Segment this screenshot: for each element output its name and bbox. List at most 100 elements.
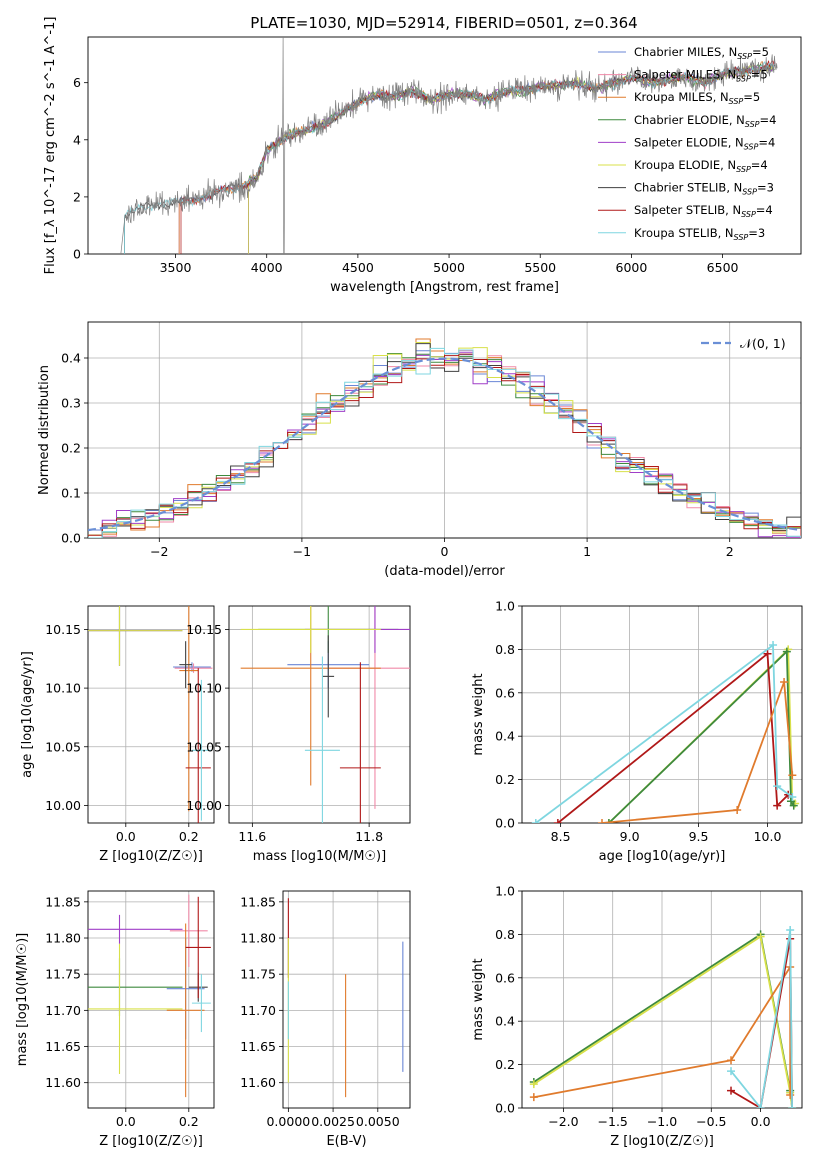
mass-vs-metallicity-panel: 0.0 0.2 11.60 11.65 11.70 11.75 11.80 11.85 Z [l… xyxy=(15,890,215,1149)
y-tick-label: 11.60 xyxy=(45,1075,81,1090)
x-tick-label: 0.2 xyxy=(179,1114,199,1129)
y-tick-label: 2 xyxy=(73,189,81,204)
x-tick-label: −1 xyxy=(293,544,311,559)
y-tick-label: 10.05 xyxy=(45,739,81,754)
y-tick-label: 10.10 xyxy=(186,681,222,696)
y-tick-label: 0.8 xyxy=(495,927,515,942)
y-tick-label: 11.80 xyxy=(45,931,81,946)
y-tick-label: 10.15 xyxy=(186,622,222,637)
x-tick-label: 6500 xyxy=(707,260,739,275)
y-tick-label: 11.85 xyxy=(240,894,276,909)
y-tick-label: 10.10 xyxy=(45,681,81,696)
y-tick-label: 10.00 xyxy=(45,798,81,813)
mass-weight-marker xyxy=(756,932,765,941)
x-tick-label: 9.5 xyxy=(689,829,709,844)
y-tick-label: 0.1 xyxy=(61,486,81,501)
mass-weight-marker xyxy=(786,926,795,935)
legend-label: Chabrier MILES, NSSP=5 xyxy=(634,45,769,61)
mass-weight-marker xyxy=(756,1104,765,1108)
y-tick-label: 11.85 xyxy=(45,894,81,909)
legend-label: Kroupa MILES, NSSP=5 xyxy=(634,90,760,106)
x-tick-label: −2 xyxy=(150,544,168,559)
x-axis-label: age [log10(age/yr)] xyxy=(599,849,726,864)
mass-weight-marker xyxy=(727,1056,736,1065)
y-axis-label: age [log10(age/yr)] xyxy=(20,651,35,778)
y-tick-label: 11.80 xyxy=(240,931,276,946)
y-tick-label: 0.0 xyxy=(495,1101,515,1116)
y-tick-label: 0.4 xyxy=(61,351,81,366)
histogram-step-line xyxy=(88,338,801,538)
mass-weight-marker xyxy=(529,1080,538,1089)
y-tick-label: 0.6 xyxy=(495,685,515,700)
legend-subscript: SSP xyxy=(742,188,757,197)
mass-weight-marker xyxy=(727,1086,736,1095)
figure-title: PLATE=1030, MJD=52914, FIBERID=0501, z=0… xyxy=(250,14,637,32)
y-tick-label: 1.0 xyxy=(495,884,515,899)
mass-weight-plot-area xyxy=(529,926,797,1108)
axes-frame xyxy=(521,890,803,1109)
mass-weight-marker xyxy=(773,801,782,810)
x-axis-label: E(B-V) xyxy=(326,1134,366,1149)
histogram-step-line xyxy=(88,353,801,538)
mass-weight-marker xyxy=(531,819,540,823)
mass-weight-marker xyxy=(553,819,562,823)
mass-weight-marker xyxy=(733,805,742,814)
y-tick-label: 1.0 xyxy=(495,599,515,614)
y-tick-label: 11.65 xyxy=(45,1039,81,1054)
histogram-step-line xyxy=(88,349,801,538)
x-tick-label: 11.6 xyxy=(238,829,266,844)
x-tick-label: 0.0050 xyxy=(356,1114,400,1129)
mass-weight-marker xyxy=(788,771,797,780)
mass-weight-line xyxy=(533,935,793,1108)
histogram-step-line xyxy=(88,353,801,538)
x-tick-label: 0.0000 xyxy=(266,1114,310,1129)
y-tick-label: 11.70 xyxy=(45,1003,81,1018)
mass-weight-vs-metallicity-panel: −2.0 −1.5 −1.0 −0.5 0.0 0.0 0.2 0.4 0.6 0.8 1.0 Z [… xyxy=(471,884,803,1149)
y-axis-label: mass weight xyxy=(471,673,486,755)
mass-weight-marker xyxy=(789,801,798,810)
legend-label: Chabrier STELIB, NSSP=3 xyxy=(634,181,774,197)
axes-frame xyxy=(87,890,215,1109)
mass-weight-line xyxy=(601,681,794,823)
spectrum-panel: 3500 4000 4500 5000 5500 6000 6500 0 2 4 6 waveleng… xyxy=(43,17,802,295)
mass-weight-marker xyxy=(529,1093,538,1102)
x-tick-label: 4500 xyxy=(342,260,374,275)
y-tick-label: 0.0 xyxy=(61,531,81,546)
axes-frame xyxy=(87,321,802,539)
errorbar-plot-area xyxy=(240,606,410,823)
legend-subscript: SSP xyxy=(729,97,744,106)
errorbar-plot-area xyxy=(287,898,404,1098)
axes-frame xyxy=(87,36,802,255)
x-tick-label: 5500 xyxy=(524,260,556,275)
legend-label: Chabrier ELODIE, NSSP=4 xyxy=(634,113,776,129)
x-axis-label: Z [log10(Z/Z☉)] xyxy=(99,849,203,864)
mass-weight-marker xyxy=(782,647,791,656)
errorbar-plot-area xyxy=(88,606,213,823)
y-axis-label: Flux [f_λ 10^-17 erg cm^-2 s^-1 A^-1] xyxy=(43,17,58,275)
spectrum-legend: Chabrier MILES, NSSP=5 Salpeter MILES, NS… xyxy=(598,45,776,242)
mass-weight-marker xyxy=(788,1104,797,1108)
y-tick-label: 0 xyxy=(73,247,81,262)
x-tick-label: −1.0 xyxy=(647,1114,677,1129)
y-tick-label: 0.3 xyxy=(61,396,81,411)
y-tick-label: 11.70 xyxy=(240,1003,276,1018)
x-tick-label: 10.0 xyxy=(754,829,782,844)
legend-label: Salpeter MILES, NSSP=5 xyxy=(634,68,768,84)
x-axis-label: (data-model)/error xyxy=(384,564,505,579)
x-tick-label: −0.5 xyxy=(696,1114,726,1129)
observed-spectrum-line xyxy=(120,37,778,254)
y-tick-label: 0.2 xyxy=(495,772,515,787)
mass-weight-marker xyxy=(786,797,795,806)
residual-histogram-panel: −2 −1 0 1 2 0.0 0.1 0.2 0.3 0.4 (data-model)/error… xyxy=(37,321,802,579)
y-tick-label: 0.0 xyxy=(495,816,515,831)
y-tick-label: 11.65 xyxy=(240,1039,276,1054)
mass-weight-plot-area xyxy=(531,641,800,823)
x-tick-label: 8.5 xyxy=(551,829,571,844)
histogram-step-line xyxy=(88,350,801,538)
x-axis-label: Z [log10(Z/Z☉)] xyxy=(99,1134,203,1149)
histogram-step-line xyxy=(88,343,801,538)
x-axis-label: Z [log10(Z/Z☉)] xyxy=(610,1134,714,1149)
y-tick-label: 10.15 xyxy=(45,622,81,637)
mass-weight-marker xyxy=(780,677,789,686)
histogram-step-line xyxy=(88,347,801,538)
